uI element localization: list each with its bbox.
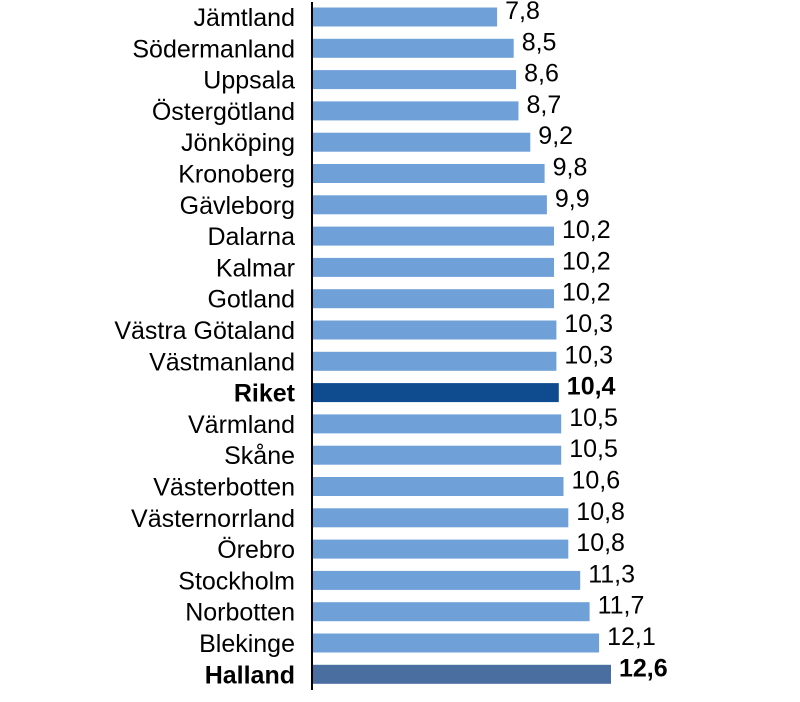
value-label-gotland: 10,2: [562, 279, 611, 307]
category-label-gotland: Gotland: [207, 286, 295, 314]
category-label-jämtland: Jämtland: [194, 4, 295, 32]
bar-västmanland: [312, 351, 557, 371]
category-label-västerbotten: Västerbotten: [153, 474, 295, 502]
value-label-stockholm: 11,3: [588, 560, 635, 588]
bar-västerbotten: [312, 477, 564, 496]
value-label-västerbotten: 10,6: [572, 467, 621, 495]
value-label-kronoberg: 9,8: [553, 154, 588, 182]
bar-östergötland: [312, 101, 519, 121]
category-label-östergötland: Östergötland: [152, 98, 295, 126]
bar-kalmar: [312, 257, 554, 277]
category-label-örebro: Örebro: [217, 536, 295, 564]
category-label-kronoberg: Kronoberg: [178, 161, 295, 189]
category-label-dalarna: Dalarna: [207, 223, 295, 251]
value-label-jönköping: 9,2: [538, 122, 573, 150]
bar-riket: [312, 383, 559, 403]
value-label-södermanland: 8,5: [522, 28, 557, 56]
value-label-örebro: 10,8: [576, 529, 625, 557]
bar-västernorrland: [312, 508, 569, 528]
bar-dalarna: [312, 226, 554, 246]
value-label-jämtland: 7,8: [505, 0, 540, 25]
bar-örebro: [312, 539, 569, 559]
value-label-skåne: 10,5: [569, 435, 618, 463]
value-label-norbotten: 11,7: [598, 592, 645, 620]
category-label-kalmar: Kalmar: [216, 254, 295, 282]
category-label-norbotten: Norbotten: [185, 599, 295, 627]
bar-jönköping: [312, 132, 531, 152]
bar-gotland: [312, 289, 554, 309]
category-label-skåne: Skåne: [224, 442, 295, 470]
category-label-värmland: Värmland: [188, 411, 295, 439]
value-label-uppsala: 8,6: [524, 60, 559, 88]
bar-uppsala: [312, 70, 517, 90]
category-label-halland: Halland: [205, 661, 295, 689]
value-label-blekinge: 12,1: [607, 623, 656, 651]
bar-gävleborg: [312, 195, 547, 215]
category-label-västernorrland: Västernorrland: [131, 505, 295, 533]
category-label-blekinge: Blekinge: [199, 630, 295, 658]
value-label-västra-götaland: 10,3: [564, 310, 613, 338]
category-label-riket: Riket: [234, 380, 296, 408]
value-label-östergötland: 8,7: [527, 91, 562, 119]
category-labels-group: Jämtland Södermanland Uppsala Östergötland J…: [114, 4, 295, 689]
category-label-västmanland: Västmanland: [149, 348, 295, 376]
value-label-gävleborg: 9,9: [555, 185, 590, 213]
value-label-västernorrland: 10,8: [576, 498, 625, 526]
bar-västra-götaland: [312, 320, 557, 340]
category-label-stockholm: Stockholm: [178, 567, 295, 595]
bar-blekinge: [312, 633, 600, 653]
category-label-uppsala: Uppsala: [203, 67, 295, 95]
value-label-värmland: 10,5: [569, 404, 618, 432]
value-label-riket: 10,4: [567, 373, 616, 401]
bar-södermanland: [312, 38, 514, 58]
value-label-dalarna: 10,2: [562, 216, 611, 244]
bar-norbotten: [312, 602, 590, 622]
category-label-västra-götaland: Västra Götaland: [114, 317, 295, 345]
category-label-gävleborg: Gävleborg: [180, 192, 295, 220]
value-label-västmanland: 10,3: [564, 341, 613, 369]
bar-värmland: [312, 414, 562, 434]
bar-halland: [312, 664, 611, 684]
value-label-halland: 12,6: [619, 654, 668, 682]
bars-group: [312, 7, 611, 684]
bar-skåne: [312, 445, 562, 465]
category-label-södermanland: Södermanland: [132, 35, 295, 63]
value-label-kalmar: 10,2: [562, 247, 611, 275]
category-label-jönköping: Jönköping: [181, 129, 295, 157]
value-labels-group: 7,8 8,5 8,6 8,7 9,2 9,8 9,9 10,2 10,2 10,2 10,3 10,…: [505, 0, 668, 682]
bar-stockholm: [312, 570, 581, 590]
bar-kronoberg: [312, 164, 545, 183]
bar-jämtland: [312, 7, 498, 27]
